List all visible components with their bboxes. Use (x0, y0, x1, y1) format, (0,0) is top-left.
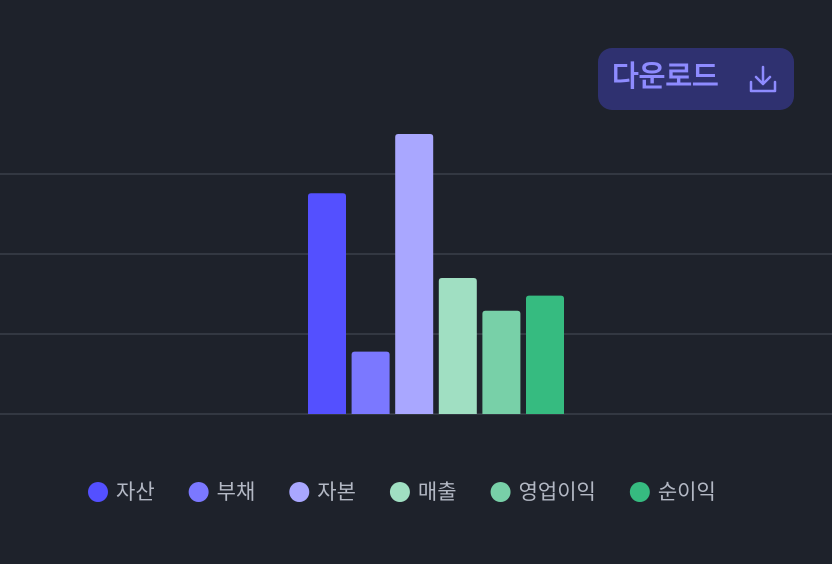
download-button[interactable]: 다운로드 (598, 48, 794, 110)
bar (438, 278, 477, 414)
legend-label: 부채 (217, 480, 256, 504)
legend-label: 자산 (116, 480, 155, 504)
button-label: 다운로드 (612, 59, 719, 93)
download-icon (749, 65, 777, 93)
bar (482, 310, 521, 414)
legend-label: 영업이익 (519, 480, 596, 504)
legend-swatch (88, 482, 108, 502)
bar (395, 134, 434, 414)
bar (308, 193, 346, 414)
legend-label: 매출 (418, 480, 457, 504)
legend-swatch (188, 482, 209, 502)
button-bg (598, 48, 794, 110)
legend-label: 순이익 (658, 480, 716, 504)
legend-swatch (389, 482, 410, 502)
legend-label: 자본 (317, 480, 356, 504)
legend-swatch (629, 482, 650, 502)
legend-swatch (289, 482, 310, 502)
bar (526, 295, 564, 414)
bar (351, 351, 390, 414)
legend-swatch (490, 482, 511, 502)
